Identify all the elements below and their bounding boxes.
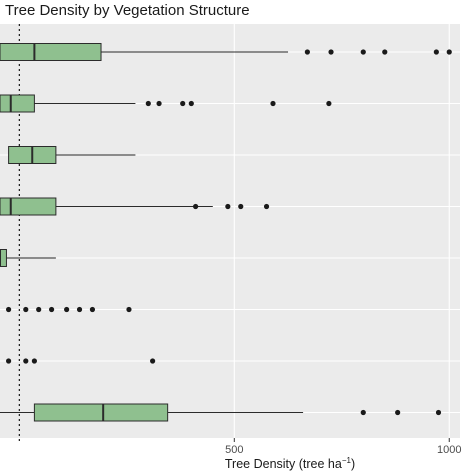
outlier-point-1-3 (188, 100, 194, 107)
outlier-point-5-2 (36, 306, 42, 313)
outlier-point-3-1 (225, 203, 231, 210)
outlier-point-5-5 (76, 306, 83, 313)
outlier-point-5-0 (5, 306, 12, 313)
box-group-6 (5, 358, 156, 364)
outlier-point-1-5 (326, 100, 332, 107)
outlier-point-0-1 (328, 49, 334, 55)
box-group-1 (0, 94, 332, 113)
box-group-7 (0, 403, 442, 422)
box-iqr-0 (0, 43, 102, 61)
outlier-point-1-1 (156, 100, 162, 107)
outlier-point-0-4 (433, 49, 439, 55)
box-group-0 (0, 43, 452, 61)
box-group-3 (0, 197, 270, 216)
outlier-point-5-7 (126, 306, 132, 313)
x-axis-title-main: Tree Density (tree ha (225, 457, 342, 471)
outlier-point-0-3 (382, 49, 388, 55)
outlier-point-0-0 (304, 49, 310, 55)
outlier-point-0-5 (446, 49, 452, 55)
outlier-point-7-1 (395, 409, 401, 416)
outlier-point-5-4 (64, 306, 70, 313)
outlier-point-6-0 (5, 358, 12, 364)
outlier-point-0-2 (360, 49, 366, 55)
x-axis-title: Tree Density (tree ha−1) (225, 456, 355, 471)
outlier-point-3-3 (263, 203, 270, 210)
outlier-point-5-1 (23, 306, 29, 313)
box-group-2 (8, 146, 136, 164)
x-axis-title-close: ) (351, 457, 355, 471)
box-group-4 (0, 249, 56, 267)
outlier-point-3-0 (193, 203, 199, 210)
box-iqr-4 (0, 249, 7, 267)
x-axis-ticks: 500 1000 (225, 438, 461, 456)
x-axis-title-superscript: −1 (342, 456, 352, 465)
outlier-point-5-6 (89, 306, 96, 313)
box-group-5 (5, 306, 132, 313)
box-iqr-7 (33, 403, 169, 422)
boxplot-series (0, 43, 452, 422)
x-tick-label-0: 500 (225, 444, 243, 456)
box-iqr-3 (0, 197, 57, 216)
outlier-point-7-2 (435, 409, 442, 416)
x-tick-label-1: 1000 (437, 444, 461, 456)
outlier-point-1-4 (270, 100, 276, 107)
outlier-point-6-3 (150, 358, 156, 364)
outlier-point-3-2 (238, 203, 244, 210)
outlier-point-5-3 (48, 306, 55, 313)
outlier-point-7-0 (360, 409, 366, 416)
outlier-point-1-0 (145, 100, 151, 107)
outlier-point-1-2 (180, 100, 186, 107)
box-iqr-1 (0, 94, 35, 113)
outlier-point-6-2 (31, 358, 37, 364)
outlier-point-6-1 (23, 358, 29, 364)
plot-panel (0, 24, 460, 438)
chart-title: Tree Density by Vegetation Structure (5, 2, 250, 19)
